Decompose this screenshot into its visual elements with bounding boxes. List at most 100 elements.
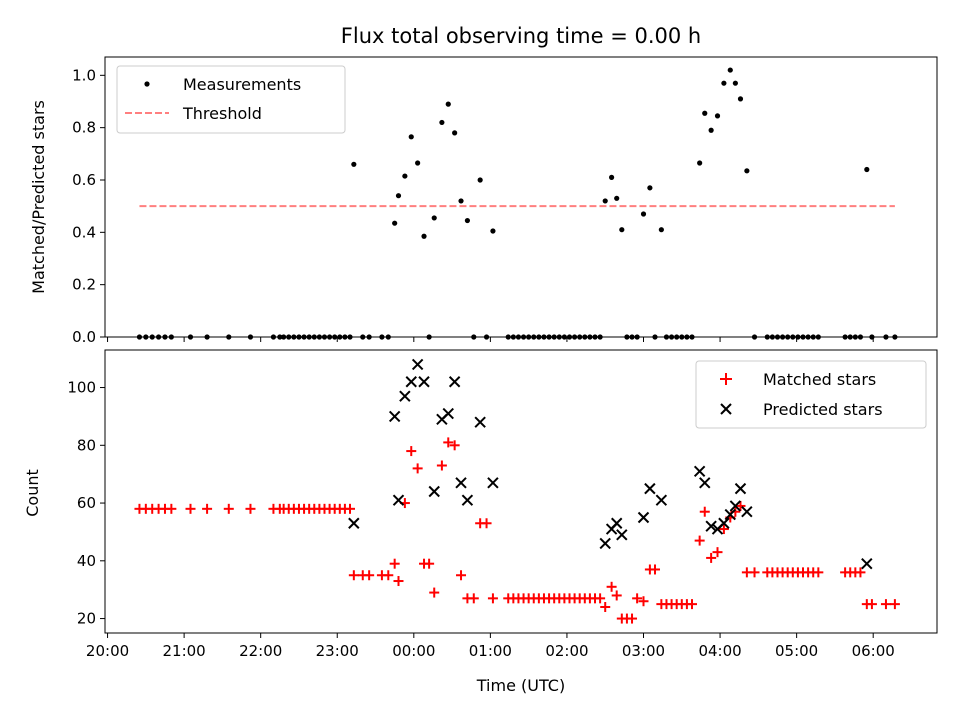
matched-star-point (443, 437, 454, 448)
predicted-star-point (693, 465, 706, 477)
measurement-point (732, 80, 738, 86)
predicted-star-point (388, 410, 401, 423)
bottom-plot-area (134, 358, 900, 624)
bottom-xtick-label: 22:00 (239, 642, 282, 660)
legend-label-predicted: Predicted stars (763, 400, 883, 419)
matched-star-point (718, 524, 729, 535)
predicted-star-point (741, 506, 753, 518)
top-ytick-label: 1.0 (72, 66, 96, 84)
matched-star-point (456, 570, 467, 581)
chart-title: Flux total observing time = 0.00 h (341, 24, 701, 48)
predicted-star-point (455, 477, 467, 489)
matched-star-point (611, 590, 622, 601)
bottom-xlabel: Time (UTC) (476, 676, 565, 695)
matched-star-point (735, 500, 746, 511)
bottom-xtick-label: 01:00 (469, 642, 512, 660)
matched-star-point (855, 567, 866, 578)
matched-star-point (889, 599, 900, 610)
bottom-legend: Matched stars Predicted stars (695, 360, 927, 429)
matched-star-point (595, 593, 606, 604)
matched-star-point (468, 593, 479, 604)
matched-star-point (712, 547, 723, 558)
predicted-star-point (599, 537, 611, 550)
legend-label-matched: Matched stars (763, 370, 876, 389)
measurement-point (614, 195, 620, 201)
predicted-star-point (724, 508, 736, 521)
measurement-point (609, 174, 615, 180)
legend-label-measurements: Measurements (183, 75, 301, 94)
predicted-star-point (411, 358, 424, 371)
measurement-point (452, 130, 458, 136)
legend-label-threshold: Threshold (182, 104, 262, 123)
measurement-point (602, 198, 608, 204)
legend-marker-measurements (144, 81, 150, 87)
matched-star-point (245, 503, 256, 514)
measurement-point (415, 160, 421, 166)
measurement-point (464, 217, 471, 224)
legend-marker-predicted (720, 403, 732, 415)
measurement-point (697, 160, 703, 166)
legend-marker-matched (720, 373, 732, 385)
measurement-point (395, 193, 402, 199)
predicted-star-point (729, 500, 742, 512)
matched-star-point (866, 599, 877, 610)
predicted-star-point (442, 407, 454, 420)
matched-star-point (185, 503, 196, 514)
measurement-point (458, 198, 464, 204)
bottom-xtick-label: 00:00 (392, 642, 435, 660)
top-legend: Measurements Threshold (116, 65, 346, 134)
measurement-point (421, 233, 427, 239)
top-ytick-label: 0.6 (72, 171, 96, 189)
measurement-point (351, 161, 357, 167)
matched-star-point (632, 593, 643, 604)
matched-star-point (348, 570, 359, 581)
predicted-star-point (734, 482, 747, 495)
top-ytick-label: 0.0 (72, 328, 96, 346)
matched-star-point (449, 440, 460, 451)
top-plot-area (136, 67, 898, 340)
top-ytick-label: 0.8 (72, 119, 96, 137)
matched-star-point (364, 570, 375, 581)
predicted-star-point (637, 511, 650, 524)
predicted-star-point (861, 557, 873, 570)
matched-star-point (649, 564, 660, 575)
bottom-xtick-label: 03:00 (622, 642, 665, 660)
top-ylabel: Matched/Predicted stars (29, 100, 48, 294)
matched-star-point (699, 506, 710, 517)
bottom-xtick-label: 04:00 (698, 642, 741, 660)
predicted-star-point (399, 390, 411, 402)
predicted-star-point (418, 376, 430, 388)
predicted-star-point (405, 376, 417, 388)
measurement-point (658, 227, 664, 233)
predicted-star-point (644, 482, 656, 495)
matched-star-point (429, 587, 440, 598)
predicted-star-point (448, 376, 461, 388)
matched-star-point (481, 518, 492, 529)
matched-star-point (686, 599, 697, 610)
bottom-ytick-label: 60 (77, 494, 96, 512)
predicted-star-point (616, 529, 628, 541)
matched-star-point (638, 596, 649, 607)
matched-star-point (223, 503, 234, 514)
measurement-point (477, 177, 483, 183)
predicted-star-point (705, 520, 717, 532)
matched-star-point (424, 558, 435, 569)
bottom-xtick-label: 20:00 (86, 642, 129, 660)
bottom-xtick-label: 06:00 (852, 642, 895, 660)
predicted-star-point (610, 517, 623, 529)
measurement-point (408, 134, 414, 140)
measurement-point (721, 80, 727, 86)
matched-star-point (813, 567, 824, 578)
matched-star-point (627, 613, 638, 624)
matched-star-point (202, 503, 213, 514)
top-ytick-label: 0.2 (72, 276, 96, 294)
matched-star-point (345, 503, 356, 514)
matched-star-point (389, 558, 400, 569)
matched-star-point (406, 446, 417, 457)
matched-star-point (706, 552, 717, 563)
measurement-point (431, 215, 437, 221)
bottom-xtick-label: 23:00 (316, 642, 359, 660)
matched-star-point (436, 460, 447, 471)
bottom-ytick-label: 40 (77, 552, 96, 570)
